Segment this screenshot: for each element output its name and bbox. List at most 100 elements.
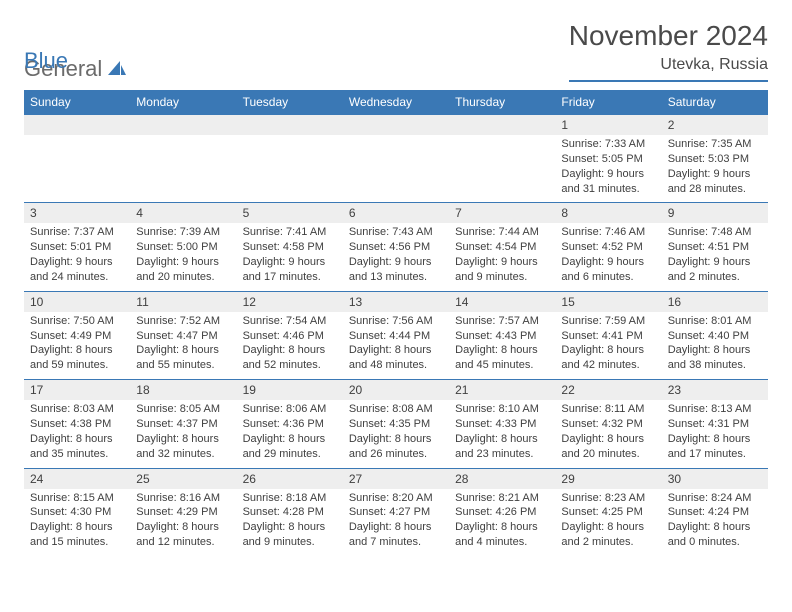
daylight-line: Daylight: 9 hoursand 28 minutes. [668,168,751,195]
day-content-cell: Sunrise: 7:41 AMSunset: 4:58 PMDaylight:… [237,223,343,291]
sunset-line: Sunset: 4:58 PM [243,241,324,253]
sunset-line: Sunset: 4:38 PM [30,418,111,430]
daylight-line: Daylight: 8 hoursand 23 minutes. [455,433,538,460]
calendar-page: General November 2024 Utevka, Russia Blu… [0,0,792,572]
day-content-cell: Sunrise: 8:13 AMSunset: 4:31 PMDaylight:… [662,400,768,468]
day-content-cell: Sunrise: 8:20 AMSunset: 4:27 PMDaylight:… [343,489,449,556]
sunset-line: Sunset: 4:24 PM [668,506,749,518]
daylight-line: Daylight: 8 hoursand 17 minutes. [668,433,751,460]
logo-sail-icon [106,59,128,77]
day-content-cell: Sunrise: 8:01 AMSunset: 4:40 PMDaylight:… [662,312,768,380]
weekday-header: Thursday [449,90,555,115]
daylight-line: Daylight: 9 hoursand 31 minutes. [561,168,644,195]
sunset-line: Sunset: 4:46 PM [243,330,324,342]
sunrise-line: Sunrise: 7:57 AM [455,315,539,327]
sunrise-line: Sunrise: 8:16 AM [136,492,220,504]
sunrise-line: Sunrise: 8:01 AM [668,315,752,327]
weekday-header-row: SundayMondayTuesdayWednesdayThursdayFrid… [24,90,768,115]
day-number-cell [343,115,449,136]
weekday-header: Monday [130,90,236,115]
day-content-cell: Sunrise: 8:06 AMSunset: 4:36 PMDaylight:… [237,400,343,468]
day-number-cell: 12 [237,291,343,312]
sunrise-line: Sunrise: 8:18 AM [243,492,327,504]
day-content-cell: Sunrise: 7:52 AMSunset: 4:47 PMDaylight:… [130,312,236,380]
sunset-line: Sunset: 4:33 PM [455,418,536,430]
daylight-line: Daylight: 8 hoursand 9 minutes. [243,521,326,548]
day-number-cell: 22 [555,380,661,401]
day-content-cell [343,135,449,203]
daylight-line: Daylight: 8 hoursand 26 minutes. [349,433,432,460]
day-content-cell: Sunrise: 8:18 AMSunset: 4:28 PMDaylight:… [237,489,343,556]
sunrise-line: Sunrise: 8:21 AM [455,492,539,504]
day-content-cell: Sunrise: 8:10 AMSunset: 4:33 PMDaylight:… [449,400,555,468]
day-content-cell: Sunrise: 7:57 AMSunset: 4:43 PMDaylight:… [449,312,555,380]
sunrise-line: Sunrise: 8:03 AM [30,403,114,415]
daylight-line: Daylight: 9 hoursand 24 minutes. [30,256,113,283]
day-content-cell: Sunrise: 8:15 AMSunset: 4:30 PMDaylight:… [24,489,130,556]
day-content-cell: Sunrise: 8:16 AMSunset: 4:29 PMDaylight:… [130,489,236,556]
day-number-cell: 15 [555,291,661,312]
daylight-line: Daylight: 8 hoursand 7 minutes. [349,521,432,548]
daylight-line: Daylight: 9 hoursand 6 minutes. [561,256,644,283]
day-number-cell: 10 [24,291,130,312]
day-content-cell: Sunrise: 8:03 AMSunset: 4:38 PMDaylight:… [24,400,130,468]
sunset-line: Sunset: 4:29 PM [136,506,217,518]
page-header: General November 2024 Utevka, Russia [24,20,768,82]
day-content-cell: Sunrise: 8:24 AM Sunset: 4:24 PM Daylight:… [662,489,768,556]
day-number-cell: 30 [662,468,768,489]
daylight-line: Daylight: 8 hoursand 59 minutes. [30,344,113,371]
sunrise-line: Sunrise: 7:37 AM [30,226,114,238]
sunrise-line: Sunrise: 7:33 AM [561,138,645,150]
sunset-line: Sunset: 4:49 PM [30,330,111,342]
sunrise-line: Sunrise: 7:46 AM [561,226,645,238]
day-content-cell: Sunrise: 7:33 AMSunset: 5:05 PMDaylight:… [555,135,661,203]
weekday-header: Saturday [662,90,768,115]
daylight-line: Daylight: 8 hoursand 45 minutes. [455,344,538,371]
sunrise-line: Sunrise: 7:39 AM [136,226,220,238]
sunset-line: Sunset: 4:32 PM [561,418,642,430]
sunset-line: Sunset: 4:56 PM [349,241,430,253]
day-content-cell: Sunrise: 8:11 AMSunset: 4:32 PMDaylight:… [555,400,661,468]
day-number-cell: 26 [237,468,343,489]
day-number-cell: 16 [662,291,768,312]
day-content-cell: Sunrise: 7:48 AMSunset: 4:51 PMDaylight:… [662,223,768,291]
day-number-row: 24252627282930 [24,468,768,489]
day-content-cell [130,135,236,203]
sunset-line: Sunset: 4:36 PM [243,418,324,430]
sunrise-line: Sunrise: 7:50 AM [30,315,114,327]
title-block: November 2024 Utevka, Russia [569,20,768,82]
day-number-cell: 6 [343,203,449,224]
day-content-cell: Sunrise: 7:59 AMSunset: 4:41 PMDaylight:… [555,312,661,380]
sunrise-line: Sunrise: 7:52 AM [136,315,220,327]
day-content-cell: Sunrise: 8:08 AMSunset: 4:35 PMDaylight:… [343,400,449,468]
sunrise-line: Sunrise: 8:24 AM [668,492,752,504]
sunset-line: Sunset: 4:25 PM [561,506,642,518]
sunset-line: Sunset: 4:44 PM [349,330,430,342]
day-number-cell: 23 [662,380,768,401]
sunset-line: Sunset: 4:27 PM [349,506,430,518]
sunset-line: Sunset: 5:00 PM [136,241,217,253]
daylight-line: Daylight: 8 hoursand 48 minutes. [349,344,432,371]
sunset-line: Sunset: 4:51 PM [668,241,749,253]
sunset-line: Sunset: 5:01 PM [30,241,111,253]
sunrise-line: Sunrise: 8:06 AM [243,403,327,415]
sunset-line: Sunset: 5:03 PM [668,153,749,165]
sunrise-line: Sunrise: 7:44 AM [455,226,539,238]
sunset-line: Sunset: 4:47 PM [136,330,217,342]
day-number-cell: 24 [24,468,130,489]
day-content-row: Sunrise: 8:03 AM Sunset: 4:38 PM Daylight:… [24,400,768,468]
logo-text-blue: Blue [24,48,68,74]
daylight-line: Daylight: 8 hoursand 0 minutes. [668,521,751,548]
day-content-cell: Sunrise: 7:43 AMSunset: 4:56 PMDaylight:… [343,223,449,291]
day-content-cell: Sunrise: 8:05 AMSunset: 4:37 PMDaylight:… [130,400,236,468]
month-title: November 2024 [569,20,768,52]
daylight-line: Daylight: 8 hoursand 38 minutes. [668,344,751,371]
daylight-line: Daylight: 9 hoursand 9 minutes. [455,256,538,283]
day-number-cell [449,115,555,136]
daylight-line: Daylight: 8 hoursand 32 minutes. [136,433,219,460]
day-number-cell: 2 [662,115,768,136]
day-content-row: Sunrise: 7:37 AM Sunset: 5:01 PM Daylight:… [24,223,768,291]
daylight-line: Daylight: 9 hoursand 20 minutes. [136,256,219,283]
weekday-header: Friday [555,90,661,115]
day-number-cell: 14 [449,291,555,312]
